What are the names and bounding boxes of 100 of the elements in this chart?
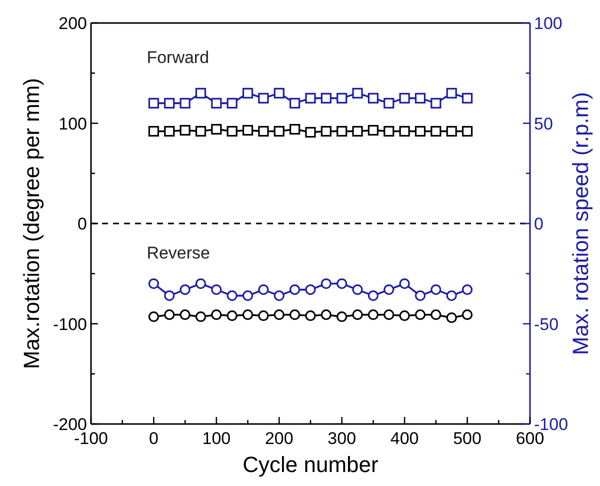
point xyxy=(242,124,254,136)
point xyxy=(242,88,254,98)
point xyxy=(368,92,379,104)
point xyxy=(384,126,394,137)
point xyxy=(384,98,394,108)
point xyxy=(242,309,254,320)
point xyxy=(226,310,238,322)
point xyxy=(211,309,222,320)
point xyxy=(462,309,473,320)
point xyxy=(320,278,332,289)
point xyxy=(352,284,363,295)
point xyxy=(352,126,363,137)
point xyxy=(462,92,473,104)
point xyxy=(414,92,426,104)
point xyxy=(384,284,394,295)
point xyxy=(446,126,457,137)
point xyxy=(446,312,457,324)
y2-tick-label: 100 xyxy=(534,14,562,33)
point xyxy=(148,126,160,137)
y2-axis-title: Max. rotation speed (r.p.m) xyxy=(568,92,593,355)
point xyxy=(414,309,426,320)
point xyxy=(180,98,190,108)
point xyxy=(336,311,348,322)
point xyxy=(399,310,410,322)
point xyxy=(462,126,473,137)
point xyxy=(305,92,316,104)
point xyxy=(195,126,206,137)
point xyxy=(352,88,363,98)
point xyxy=(164,98,175,108)
point xyxy=(180,309,190,320)
point xyxy=(336,278,348,289)
y-tick-label: -100 xyxy=(52,314,87,334)
point xyxy=(195,88,206,98)
point xyxy=(226,126,238,137)
x-tick-label: 200 xyxy=(264,429,294,448)
x-tick-label: 500 xyxy=(453,429,482,448)
y-tick-label: 200 xyxy=(58,14,87,33)
y-tick-label: 100 xyxy=(58,114,87,134)
point xyxy=(320,126,332,137)
point xyxy=(164,126,175,137)
point xyxy=(290,98,300,108)
annotation: Reverse xyxy=(146,244,210,263)
point xyxy=(290,309,300,320)
y-axis-title: Max.rotation (degree per mm) xyxy=(19,78,44,369)
x-tick-label: 600 xyxy=(516,429,544,448)
point xyxy=(430,98,442,108)
point xyxy=(226,98,238,108)
point xyxy=(164,290,175,301)
annotation: Forward xyxy=(146,48,210,68)
point xyxy=(336,126,348,137)
point xyxy=(399,278,410,289)
point xyxy=(399,92,410,104)
point xyxy=(148,98,160,108)
point xyxy=(414,126,426,137)
point xyxy=(242,290,254,301)
point xyxy=(446,290,457,301)
point xyxy=(320,309,332,320)
point xyxy=(368,124,379,136)
y2-tick-label: 50 xyxy=(534,114,553,134)
point xyxy=(195,278,206,289)
point xyxy=(274,88,284,98)
point xyxy=(305,310,316,322)
point xyxy=(258,126,269,137)
point xyxy=(430,284,442,295)
point xyxy=(180,124,190,136)
x-tick-label: 400 xyxy=(390,429,419,448)
point xyxy=(258,284,269,295)
point xyxy=(399,126,410,137)
point xyxy=(430,309,442,320)
x-tick-label: 100 xyxy=(202,429,231,448)
point xyxy=(414,290,426,301)
point xyxy=(290,124,300,135)
point xyxy=(195,311,206,322)
point xyxy=(446,88,457,98)
x-tick-label: -100 xyxy=(74,429,108,448)
x-tick-label: 0 xyxy=(148,429,158,448)
point xyxy=(430,126,442,137)
x-axis-title: Cycle number xyxy=(242,452,378,477)
point xyxy=(258,92,269,104)
point xyxy=(258,310,269,322)
point xyxy=(211,98,222,108)
point xyxy=(462,284,473,295)
point xyxy=(148,311,160,322)
y-tick-label: 0 xyxy=(78,214,87,234)
point xyxy=(164,309,175,320)
point xyxy=(148,278,160,289)
point xyxy=(290,284,300,295)
point xyxy=(368,290,379,301)
point xyxy=(305,126,316,138)
point xyxy=(180,284,190,295)
point xyxy=(368,309,379,320)
point xyxy=(226,290,238,301)
point xyxy=(211,284,222,295)
point xyxy=(274,290,284,301)
point xyxy=(305,284,316,295)
point xyxy=(274,126,284,137)
y2-tick-label: 0 xyxy=(534,214,544,234)
point xyxy=(384,309,394,320)
point xyxy=(274,309,284,320)
point xyxy=(211,124,222,135)
